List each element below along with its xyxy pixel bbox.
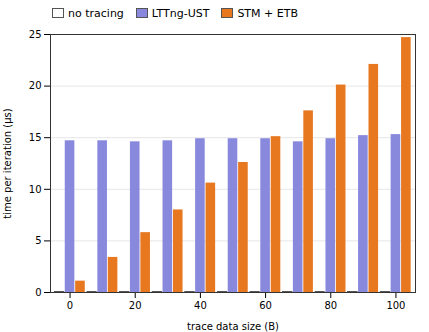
svg-text:10: 10 — [29, 184, 42, 195]
svg-text:trace data size (B): trace data size (B) — [187, 321, 279, 332]
svg-text:20: 20 — [129, 300, 142, 311]
svg-text:25: 25 — [29, 29, 42, 40]
svg-text:100: 100 — [386, 300, 405, 311]
svg-text:80: 80 — [324, 300, 337, 311]
html-text:no tracing: no tracing — [68, 6, 124, 20]
svg-text:5: 5 — [35, 235, 41, 246]
html-text:LTTng-UST: LTTng-UST — [151, 6, 210, 20]
svg-text:0: 0 — [35, 287, 41, 298]
html-text:STM + ETB: STM + ETB — [237, 6, 298, 20]
svg-text:15: 15 — [29, 132, 42, 143]
svg-text:40: 40 — [194, 300, 207, 311]
svg-text:60: 60 — [259, 300, 272, 311]
svg-text:time per iteration (μs): time per iteration (μs) — [2, 108, 13, 218]
svg-text:20: 20 — [29, 80, 42, 91]
svg-text:0: 0 — [67, 300, 73, 311]
